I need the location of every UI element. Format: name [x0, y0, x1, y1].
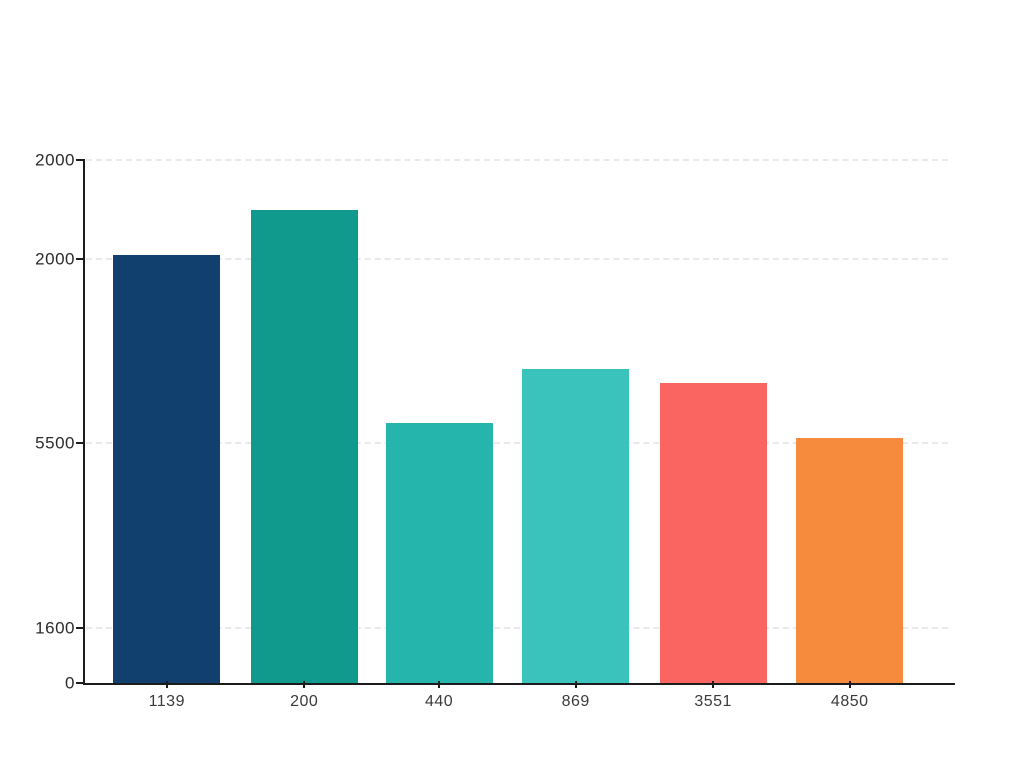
- y-axis-tick-label: 1600: [35, 618, 75, 638]
- y-axis-tick-label: 5500: [35, 433, 75, 453]
- gridline: [86, 627, 948, 630]
- bar: [113, 255, 221, 683]
- gridline: [86, 159, 948, 161]
- gridline: [86, 441, 948, 444]
- y-axis-line: [83, 159, 85, 685]
- y-axis-tick: [76, 627, 83, 630]
- y-axis-tick-label: 0: [65, 673, 75, 693]
- x-axis-line: [83, 683, 955, 685]
- x-axis-tick: [438, 681, 441, 688]
- bar: [250, 210, 358, 683]
- y-axis-tick-label: 2000: [35, 249, 75, 269]
- bar: [385, 423, 493, 683]
- x-axis-tick: [574, 681, 577, 688]
- x-axis-tick-label: 200: [290, 693, 319, 710]
- x-axis-tick: [303, 681, 306, 688]
- x-axis-tick-label: 3551: [694, 693, 732, 710]
- x-axis-tick-label: 869: [561, 693, 590, 710]
- plot-area: 2000 2000 5500 1600 0 1139 200 440 869 3551 4850: [35, 152, 955, 710]
- y-axis-tick: [76, 682, 83, 684]
- y-axis-tick: [76, 257, 83, 260]
- bar: [522, 369, 630, 683]
- bar: [796, 438, 904, 683]
- x-axis-tick: [165, 681, 168, 688]
- gridline: [86, 257, 948, 260]
- x-axis-tick-label: 1139: [148, 693, 185, 710]
- y-axis-tick: [76, 159, 83, 161]
- y-axis-tick-label: 2000: [35, 150, 75, 170]
- x-axis-tick: [712, 681, 715, 688]
- x-axis-tick: [848, 681, 851, 688]
- x-axis-tick-label: 440: [424, 693, 454, 710]
- y-axis-tick: [76, 441, 83, 444]
- bar: [659, 382, 767, 683]
- x-axis-tick-label: 4850: [830, 693, 869, 710]
